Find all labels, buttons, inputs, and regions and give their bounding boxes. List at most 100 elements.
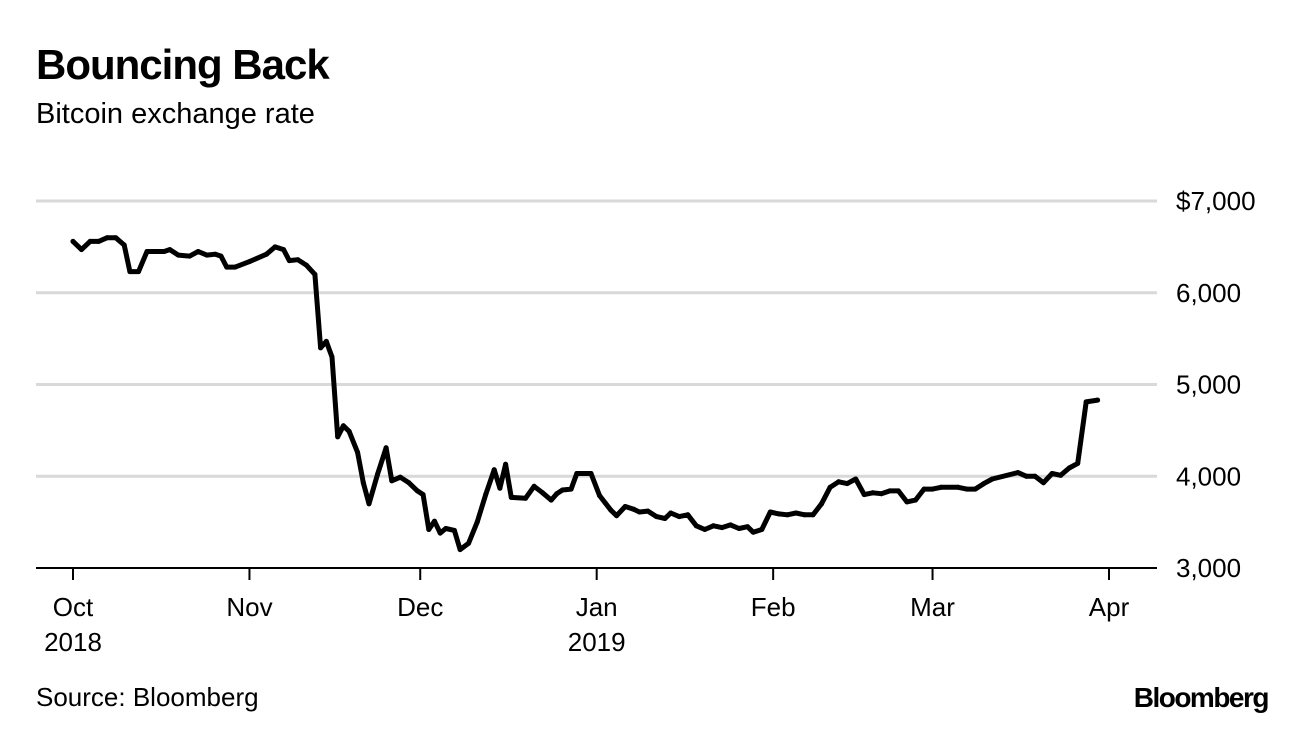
data-point bbox=[802, 512, 807, 518]
source-note: Source: Bloomberg bbox=[36, 682, 259, 712]
data-point bbox=[568, 486, 574, 492]
data-point bbox=[346, 428, 352, 434]
data-point bbox=[870, 490, 876, 496]
data-point bbox=[631, 506, 637, 512]
data-point bbox=[668, 510, 674, 516]
data-point bbox=[719, 525, 725, 531]
data-point bbox=[614, 513, 620, 519]
data-point bbox=[187, 253, 193, 259]
data-point bbox=[1058, 472, 1064, 478]
x-tick-label: Nov bbox=[226, 592, 272, 622]
data-point bbox=[457, 547, 463, 553]
data-point bbox=[654, 514, 659, 520]
data-point bbox=[736, 526, 742, 531]
data-point bbox=[121, 242, 127, 248]
data-point bbox=[286, 258, 292, 264]
data-point bbox=[508, 494, 514, 500]
y-tick-label: 3,000 bbox=[1176, 553, 1241, 583]
data-point bbox=[1083, 399, 1089, 405]
data-point bbox=[972, 486, 978, 492]
data-point bbox=[212, 251, 218, 257]
data-point bbox=[574, 471, 580, 476]
chart-subtitle: Bitcoin exchange rate bbox=[36, 98, 315, 130]
data-point bbox=[426, 527, 432, 532]
data-point bbox=[497, 485, 503, 491]
y-tick-label: 4,000 bbox=[1176, 461, 1241, 491]
data-point bbox=[645, 508, 651, 514]
x-axis bbox=[36, 567, 1157, 580]
data-point bbox=[1041, 480, 1046, 486]
data-point bbox=[710, 523, 716, 529]
data-point bbox=[810, 512, 816, 518]
data-point bbox=[195, 249, 201, 254]
gridlines bbox=[36, 199, 1157, 478]
data-point bbox=[904, 499, 910, 505]
data-point bbox=[70, 238, 76, 244]
data-point bbox=[466, 540, 472, 546]
x-tick-year-label: 2018 bbox=[44, 627, 102, 657]
data-point bbox=[989, 476, 995, 482]
data-point bbox=[548, 497, 554, 503]
data-point bbox=[895, 488, 901, 494]
chart-title: Bouncing Back bbox=[36, 41, 330, 88]
data-point bbox=[597, 493, 602, 498]
data-point bbox=[491, 467, 497, 473]
data-point bbox=[921, 486, 927, 492]
x-tick-year-label: 2019 bbox=[568, 627, 626, 657]
data-point bbox=[87, 238, 93, 244]
data-point bbox=[414, 488, 420, 494]
data-point bbox=[355, 449, 361, 455]
data-point bbox=[406, 480, 412, 486]
x-tick-label: Jan bbox=[576, 592, 618, 622]
data-point bbox=[676, 514, 682, 520]
data-point bbox=[602, 500, 608, 506]
data-point bbox=[861, 492, 867, 498]
data-point bbox=[819, 501, 824, 507]
data-point bbox=[793, 510, 799, 516]
data-point bbox=[360, 480, 366, 486]
series-layer bbox=[70, 235, 1101, 553]
data-point bbox=[964, 486, 970, 492]
data-point bbox=[685, 512, 691, 518]
data-point bbox=[161, 249, 167, 254]
data-point bbox=[96, 238, 102, 244]
x-tick-label: Mar bbox=[910, 592, 955, 622]
series-line bbox=[70, 235, 1101, 553]
data-point bbox=[523, 495, 528, 501]
data-point bbox=[913, 497, 918, 503]
data-point bbox=[483, 492, 489, 498]
data-point bbox=[930, 486, 935, 492]
data-point bbox=[329, 354, 335, 360]
data-point bbox=[981, 481, 987, 487]
data-point bbox=[844, 481, 850, 487]
data-point bbox=[79, 247, 84, 253]
data-point bbox=[335, 434, 341, 440]
data-point bbox=[232, 264, 238, 270]
data-point bbox=[127, 269, 133, 275]
data-point bbox=[1075, 460, 1081, 466]
data-point bbox=[432, 518, 437, 524]
data-point bbox=[167, 247, 173, 253]
data-point bbox=[295, 257, 301, 263]
data-point bbox=[1015, 470, 1021, 476]
data-point bbox=[312, 271, 318, 277]
data-point bbox=[662, 516, 668, 521]
y-tick-label: 5,000 bbox=[1176, 370, 1241, 400]
data-point bbox=[451, 527, 457, 533]
data-point bbox=[1024, 473, 1029, 479]
data-point bbox=[540, 490, 546, 496]
data-point bbox=[702, 527, 708, 532]
data-point bbox=[750, 529, 756, 535]
data-point bbox=[938, 484, 944, 490]
data-point bbox=[224, 264, 230, 270]
data-point bbox=[531, 483, 537, 489]
data-point bbox=[776, 511, 782, 517]
x-tick-label: Apr bbox=[1089, 592, 1130, 622]
data-point bbox=[443, 526, 449, 531]
x-tick-label: Feb bbox=[751, 592, 796, 622]
data-point bbox=[323, 338, 329, 344]
data-point bbox=[887, 488, 893, 494]
data-point bbox=[554, 491, 560, 497]
data-point bbox=[588, 471, 594, 476]
